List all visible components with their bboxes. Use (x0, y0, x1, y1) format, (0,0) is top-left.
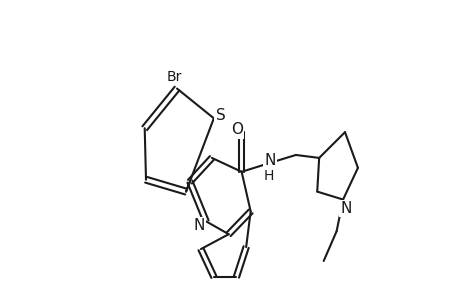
Text: H: H (263, 169, 273, 183)
Text: N: N (193, 218, 205, 233)
Text: N: N (340, 201, 351, 216)
Text: N: N (264, 153, 275, 168)
Text: S: S (215, 108, 225, 123)
Text: Br: Br (166, 70, 181, 84)
Text: O: O (231, 122, 243, 137)
